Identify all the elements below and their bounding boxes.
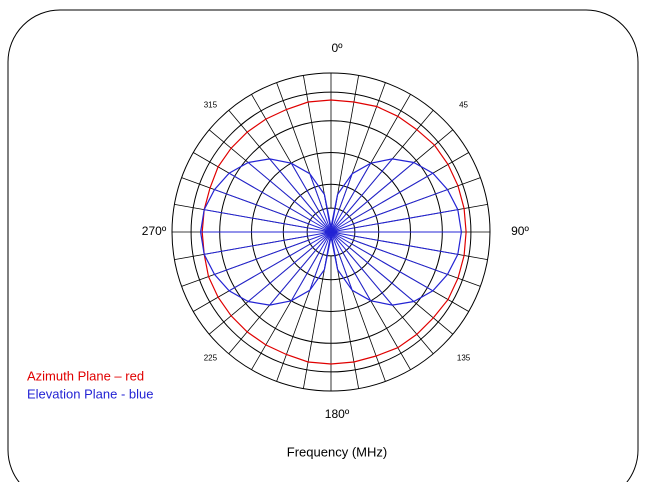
pattern-ray [290, 231, 332, 302]
angle-tick-label: 180º [325, 407, 350, 421]
pattern-ray [228, 172, 332, 233]
frame [7, 9, 639, 482]
pattern-ray [330, 231, 353, 291]
pattern-ray [330, 158, 393, 233]
pattern-ray [214, 231, 332, 275]
legend-entry: Azimuth Plane – red [27, 368, 144, 383]
pattern-ray [330, 189, 448, 233]
spoke [334, 75, 360, 209]
x-axis-label: Frequency (MHz) [287, 444, 387, 459]
pattern-ray [330, 231, 448, 275]
pattern-ray [204, 209, 332, 233]
angle-tick-label: 90º [511, 224, 529, 238]
pattern-ray [330, 231, 372, 302]
spoke [302, 75, 328, 209]
pattern-line [201, 99, 467, 365]
angle-tick-label: 225 [204, 354, 218, 363]
angle-tick-label: 45 [459, 101, 468, 110]
pattern-line [199, 158, 463, 306]
pattern-ray [309, 231, 332, 291]
pattern-ray [269, 231, 332, 306]
pattern-ray [269, 158, 332, 233]
pattern-ray [228, 231, 332, 292]
angle-tick-label: 315 [204, 101, 218, 110]
pattern-ray [330, 172, 434, 233]
pattern-ray [330, 173, 353, 233]
spoke [334, 255, 360, 389]
pattern-ray [330, 162, 415, 233]
spoke [302, 255, 328, 389]
pattern-ray [290, 162, 332, 233]
angle-tick-label: 0º [331, 41, 343, 55]
pattern-ray [330, 209, 458, 233]
pattern-ray [247, 231, 332, 302]
angle-tick-label: 135 [457, 354, 471, 363]
pattern-ray [330, 231, 458, 255]
pattern-ray [309, 173, 332, 233]
pattern-ray [330, 162, 372, 233]
pattern-ray [330, 231, 415, 302]
pattern-ray [330, 231, 434, 292]
pattern-ray [247, 162, 332, 233]
pattern-ray [214, 189, 332, 233]
pattern-ray [204, 231, 332, 255]
angle-tick-label: 270º [142, 224, 167, 238]
legend-entry: Elevation Plane - blue [27, 386, 153, 401]
pattern-ray [330, 231, 393, 306]
